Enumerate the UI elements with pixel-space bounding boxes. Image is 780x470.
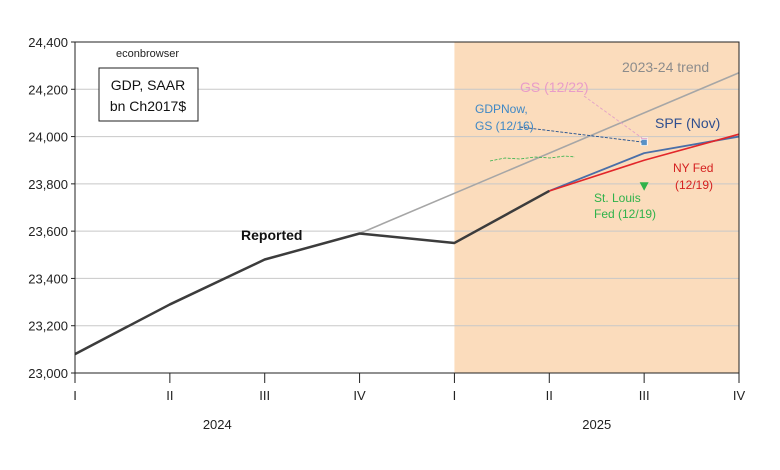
x-tick-label: II [546, 388, 553, 403]
nyfed-label-line-1: NY Fed [673, 161, 713, 175]
plot-frame [74, 41, 740, 374]
gs-leader-line [583, 95, 643, 139]
reported-label: Reported [241, 227, 302, 243]
decorative-scribble [489, 155, 576, 162]
title-line-2: bn Ch2017$ [110, 98, 187, 114]
title-line-1: GDP, SAAR [111, 77, 185, 93]
series-line-reported [74, 189, 550, 356]
y-tick-label: 23,800 [28, 177, 68, 192]
series-line-2023-24-trend [359, 71, 740, 235]
y-tick-label: 24,000 [28, 130, 68, 145]
point-estimates [639, 137, 649, 191]
series-lines [74, 71, 740, 356]
year-label: 2025 [582, 417, 611, 432]
x-tick-label: III [259, 388, 270, 403]
gdpnow-label-line-2: GS (12/16) [475, 119, 534, 133]
gdpnow-label-line-1: GDPNow, [475, 102, 528, 116]
stlouis-label-line-1: St. Louis [594, 191, 641, 205]
x-tick-label: I [73, 388, 77, 403]
y-tick-label: 24,200 [28, 82, 68, 97]
forecast-shaded-region [454, 42, 739, 373]
x-tick-label: II [166, 388, 173, 403]
x-tick-label: III [639, 388, 650, 403]
point-marker-st-louis-fed-12-19 [639, 182, 649, 191]
nyfed-label-line-2: (12/19) [675, 178, 713, 192]
source-label: econbrowser [116, 48, 179, 60]
x-axis-ticks: I II III IV I II III IV [73, 373, 745, 403]
year-labels: 2024 2025 [203, 417, 611, 432]
y-tick-label: 23,600 [28, 224, 68, 239]
x-tick-label: IV [353, 388, 366, 403]
y-tick-label: 23,200 [28, 319, 68, 334]
trend-label: 2023-24 trend [622, 59, 709, 75]
year-label: 2024 [203, 417, 232, 432]
y-tick-label: 24,400 [28, 35, 68, 50]
title-box [98, 67, 199, 122]
series-line-ny-fed-12-19 [549, 133, 740, 192]
x-tick-label: IV [733, 388, 746, 403]
point-marker-gdpnow-gs-12-16 [640, 139, 648, 146]
stlouis-label-line-2: Fed (12/19) [594, 207, 656, 221]
x-tick-label: I [453, 388, 457, 403]
spf-label: SPF (Nov) [655, 115, 720, 131]
y-tick-label: 23,400 [28, 271, 68, 286]
gs-label: GS (12/22) [520, 79, 588, 95]
y-axis-ticks: 23,000 23,200 23,400 23,600 23,800 24,000 24,2… [28, 35, 75, 381]
gdpnow-leader-line [519, 126, 643, 143]
y-tick-label: 23,000 [28, 366, 68, 381]
